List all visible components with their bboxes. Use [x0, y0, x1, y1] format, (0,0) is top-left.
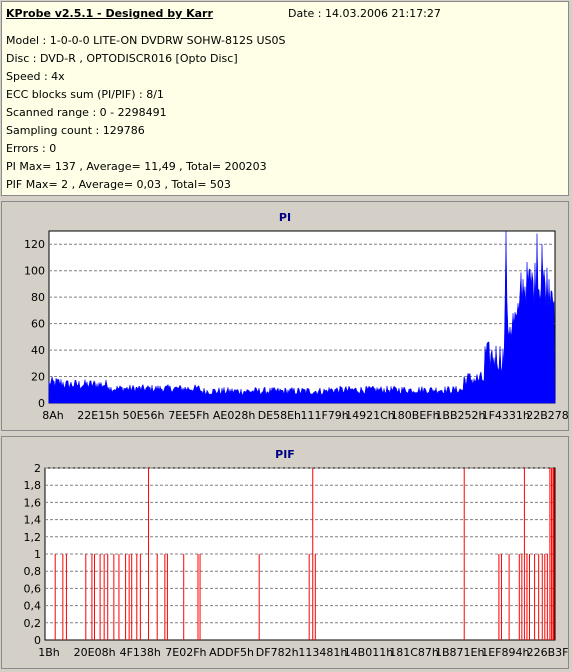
chart-title: PI [279, 211, 291, 224]
plot-area [48, 230, 556, 404]
x-tick-label: 22B278h [526, 409, 568, 422]
x-tick-label: 7E02Fh [165, 646, 206, 659]
x-tick-label: 226B3Fh [527, 646, 568, 659]
x-tick-label: DF782h [256, 646, 299, 659]
disc-line: Disc : DVD-R , OPTODISCR016 [Opto Disc] [6, 52, 238, 65]
sampling-line: Sampling count : 129786 [6, 124, 145, 137]
x-tick-label: 22E15h [77, 409, 119, 422]
x-tick-label: 1Bh [38, 646, 60, 659]
x-tick-label: 20E08h [74, 646, 116, 659]
y-tick-label: 1,8 [24, 479, 42, 492]
x-tick-label: 14921Ch [345, 409, 395, 422]
speed-line: Speed : 4x [6, 70, 65, 83]
y-tick-label: 1,2 [24, 531, 42, 544]
info-panel: KProbe v2.5.1 - Designed by Karr Date : … [1, 1, 569, 196]
y-tick-label: 1,4 [24, 514, 42, 527]
x-tick-label: 14B011h [344, 646, 394, 659]
chart-title: PIF [275, 448, 295, 461]
app-title: KProbe v2.5.1 - Designed by Karr [6, 7, 213, 20]
x-tick-label: ADDF5h [209, 646, 254, 659]
pi-summary-line: PI Max= 137 , Average= 11,49 , Total= 20… [6, 160, 267, 173]
y-tick-label: 60 [31, 318, 45, 331]
y-tick-label: 0,8 [24, 565, 42, 578]
y-tick-label: 120 [24, 238, 45, 251]
x-tick-label: 181C87h [389, 646, 439, 659]
x-tick-label: 111F79h [300, 409, 348, 422]
x-tick-label: 7EE5Fh [168, 409, 209, 422]
y-tick-label: 0,2 [24, 617, 42, 630]
y-tick-label: 0 [38, 397, 45, 410]
y-tick-label: 80 [31, 291, 45, 304]
x-tick-label: DE58Eh [258, 409, 301, 422]
x-tick-label: 1BB252h [435, 409, 485, 422]
x-tick-label: AE028h [213, 409, 255, 422]
ecc-line: ECC blocks sum (PI/PIF) : 8/1 [6, 88, 164, 101]
pi-chart: PI 0 20 40 60 80 100 120 8Ah 22E15h 50E56h 7EE5Fh AE… [24, 211, 568, 422]
pif-summary-line: PIF Max= 2 , Average= 0,03 , Total= 503 [6, 178, 231, 191]
y-tick-label: 1,6 [24, 496, 42, 509]
x-tick-label: 8Ah [42, 409, 64, 422]
errors-line: Errors : 0 [6, 142, 57, 155]
pif-chart-panel: PIF 0 0,2 0,4 0,6 0,8 1 1,2 1,4 1,6 1,8 2 1Bh 20E08h 4… [1, 436, 569, 669]
x-tick-label: 1B871Eh [435, 646, 484, 659]
y-tick-label: 2 [34, 462, 41, 475]
scan-date: Date : 14.03.2006 21:17:27 [288, 7, 441, 20]
x-tick-label: 180BEFh [391, 409, 440, 422]
x-tick-label: 1EF894h [481, 646, 529, 659]
x-tick-label: 50E56h [123, 409, 165, 422]
pi-series-bar [48, 230, 556, 404]
pif-chart: PIF 0 0,2 0,4 0,6 0,8 1 1,2 1,4 1,6 1,8 2 1Bh 20E08h 4… [24, 448, 569, 659]
series-bars [54, 468, 555, 640]
x-tick-label: 1F4331h [482, 409, 530, 422]
y-tick-label: 0 [34, 634, 41, 647]
pi-chart-panel: PI 0 20 40 60 80 100 120 8Ah 22E15h 50E56h 7EE5Fh AE… [1, 201, 569, 431]
series-bars [48, 230, 556, 404]
y-tick-label: 0,4 [24, 600, 42, 613]
y-tick-label: 1 [34, 548, 41, 561]
y-tick-label: 0,6 [24, 582, 42, 595]
range-line: Scanned range : 0 - 2298491 [6, 106, 167, 119]
y-tick-label: 100 [24, 265, 45, 278]
model-line: Model : 1-0-0-0 LITE-ON DVDRW SOHW-812S … [6, 34, 286, 47]
x-tick-label: 113481h [298, 646, 347, 659]
y-tick-label: 20 [31, 371, 45, 384]
y-tick-label: 40 [31, 344, 45, 357]
x-tick-label: 4F138h [120, 646, 161, 659]
